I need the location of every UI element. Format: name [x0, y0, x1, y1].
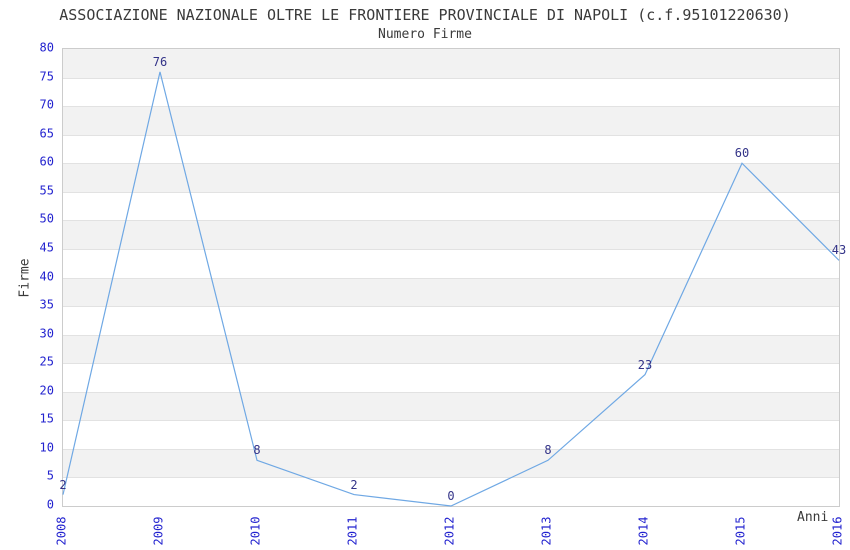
grid-line — [63, 106, 839, 108]
grid-line — [63, 277, 839, 279]
line-series — [62, 71, 840, 507]
grid-band — [63, 248, 839, 278]
grid-line — [63, 363, 839, 365]
point-label: 8 — [544, 443, 552, 458]
point-label: 2 — [350, 477, 358, 492]
grid-band — [63, 391, 839, 421]
y-tick-label: 35 — [39, 297, 54, 312]
y-tick-label: 15 — [39, 411, 54, 426]
grid-line — [63, 334, 839, 336]
point-label: 43 — [831, 243, 847, 258]
y-tick-label: 40 — [39, 269, 54, 283]
grid-line — [63, 248, 839, 250]
grid-band — [63, 77, 839, 107]
x-axis-label: Anni — [797, 510, 829, 525]
chart-subtitle: Numero Firme — [378, 27, 472, 42]
point-label: 8 — [253, 443, 261, 458]
point-label: 2 — [59, 477, 67, 492]
line-series-canvas — [62, 71, 840, 507]
y-tick-label: 0 — [46, 497, 54, 512]
y-tick-label: 55 — [39, 183, 54, 198]
grid-line — [63, 163, 839, 165]
x-tick-label: 2013 — [539, 516, 554, 546]
point-label: 0 — [447, 489, 455, 503]
chart-title: ASSOCIAZIONE NAZIONALE OLTRE LE FRONTIER… — [59, 6, 791, 24]
y-tick-label: 65 — [39, 126, 54, 141]
grid-line — [63, 191, 839, 193]
grid-band — [63, 448, 839, 478]
grid-band — [63, 163, 839, 192]
y-tick-label: 75 — [39, 69, 54, 84]
grid-band — [63, 49, 839, 78]
y-tick-label: 80 — [39, 40, 54, 55]
grid-band — [63, 306, 839, 335]
x-tick-label: 2012 — [442, 516, 457, 546]
point-label: 60 — [734, 146, 750, 161]
y-tick-label: 45 — [39, 240, 54, 255]
x-tick-label: 2009 — [151, 516, 166, 546]
y-tick-label: 50 — [39, 211, 54, 226]
y-tick-label: 70 — [39, 97, 54, 112]
grid-band — [63, 363, 839, 392]
y-axis-label: Firme — [17, 258, 33, 298]
grid-line — [63, 77, 839, 79]
grid-line — [63, 391, 839, 393]
point-label: 23 — [637, 357, 653, 372]
grid-band — [63, 134, 839, 164]
y-tick-label: 5 — [46, 468, 54, 483]
grid-band — [63, 334, 839, 364]
grid-line — [63, 448, 839, 450]
grid-line — [63, 420, 839, 422]
grid-band — [63, 477, 839, 506]
grid-line — [63, 306, 839, 308]
plot-area: 2 76 8 2 0 8 23 60 43 — [59, 48, 846, 507]
x-tick-label: 2015 — [733, 516, 748, 546]
point-label: 76 — [152, 54, 168, 69]
x-tick-label: 2011 — [345, 516, 360, 546]
grid-line — [63, 220, 839, 222]
grid-band — [63, 106, 839, 135]
y-tick-label: 30 — [39, 326, 54, 341]
grid-band — [63, 277, 839, 307]
grid-line — [63, 477, 839, 479]
y-tick-label: 10 — [39, 440, 54, 455]
x-tick-label: 2008 — [54, 516, 69, 546]
y-tick-label: 60 — [39, 154, 54, 169]
y-tick-label: 25 — [39, 354, 54, 369]
x-tick-label: 2016 — [830, 516, 845, 546]
x-tick-label: 2014 — [636, 516, 651, 546]
grid-line — [63, 134, 839, 136]
x-tick-label: 2010 — [248, 516, 263, 546]
grid-band — [63, 191, 839, 221]
y-tick-label: 20 — [39, 383, 54, 398]
grid-band — [63, 420, 839, 449]
